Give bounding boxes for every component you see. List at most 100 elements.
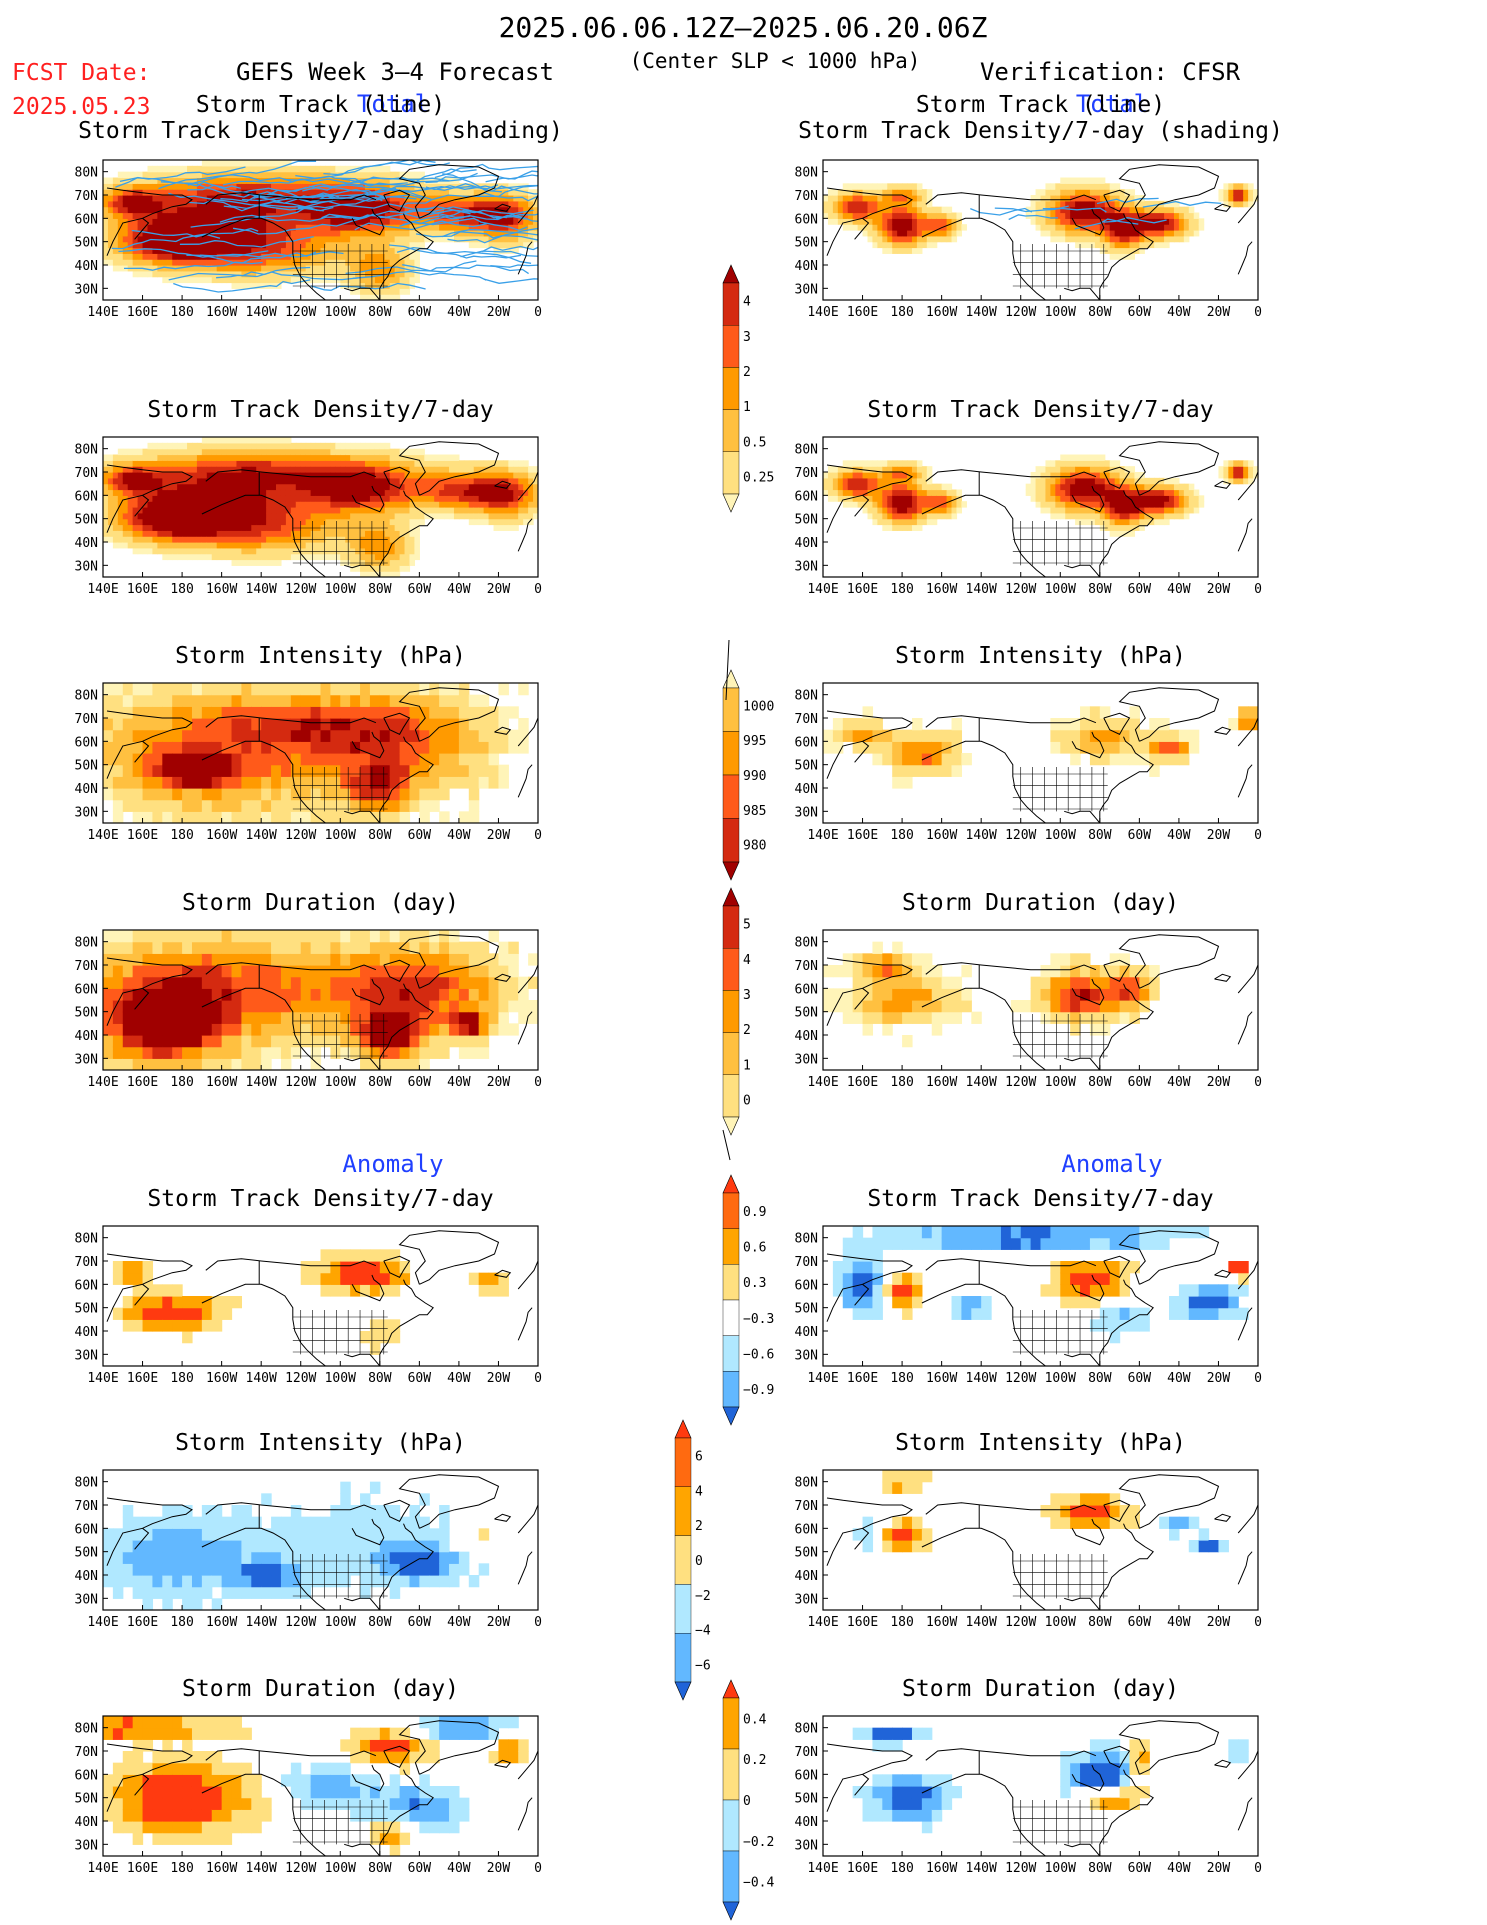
field-cell (187, 553, 193, 561)
field-cell (1173, 483, 1180, 491)
field-cell (162, 507, 168, 514)
field-cell (1178, 224, 1185, 231)
field-cell (449, 460, 455, 467)
field-cell (241, 218, 247, 225)
field-cell (1139, 489, 1145, 496)
field-cell (103, 230, 109, 237)
field-cell (206, 276, 213, 284)
field-cell (305, 483, 312, 491)
field-cell (478, 483, 485, 491)
field-cell (246, 448, 252, 456)
field-cell (1089, 200, 1096, 208)
field-cell (1099, 489, 1106, 496)
field-cell (384, 530, 391, 537)
field-cell (842, 477, 849, 485)
field-cell (1060, 483, 1066, 491)
field-cell (1253, 466, 1258, 473)
field-cell (241, 729, 252, 742)
field-cell (350, 218, 356, 225)
field-cell (1178, 495, 1185, 502)
field-cell (1030, 195, 1037, 202)
field-cell (350, 811, 361, 823)
field-cell (483, 206, 490, 214)
field-cell (449, 189, 455, 196)
field-cell (1188, 206, 1195, 214)
field-cell (369, 241, 376, 249)
field-cell (1099, 477, 1106, 485)
lon-tick-label: 140W (246, 305, 277, 320)
field-cell (142, 495, 149, 502)
field-cell (221, 171, 228, 179)
field-cell (463, 230, 470, 237)
field-cell (340, 183, 346, 190)
field-cell (1124, 466, 1131, 473)
field-cell (493, 183, 500, 190)
field-cell (236, 472, 243, 479)
field-cell (877, 230, 883, 237)
field-cell (320, 706, 331, 719)
field-cell (1070, 195, 1076, 202)
field-cell (444, 189, 450, 196)
field-cell (132, 195, 139, 202)
field-cell (157, 165, 163, 173)
field-cell (103, 489, 109, 496)
field-cell (424, 466, 430, 473)
field-cell (439, 195, 445, 202)
field-cell (300, 776, 312, 789)
field-cell (216, 460, 223, 467)
field-cell (117, 200, 124, 208)
field-cell (533, 483, 538, 491)
field-cell (1129, 507, 1136, 514)
field-cell (280, 718, 292, 731)
field-cell (201, 189, 208, 196)
field-cell (1188, 501, 1195, 508)
field-cell (414, 448, 420, 456)
field-cell (513, 235, 519, 243)
field-cell (187, 442, 193, 450)
field-cell (867, 235, 874, 243)
field-cell (157, 235, 163, 243)
field-cell (1030, 206, 1037, 214)
field-cell (285, 247, 292, 254)
field-cell (458, 224, 465, 231)
field-cell (241, 454, 247, 461)
field-cell (364, 206, 371, 214)
field-cell (137, 454, 144, 461)
panel-title: Storm Intensity (hPa) (175, 643, 466, 669)
field-cell (261, 460, 267, 467)
field-cell (483, 518, 490, 526)
field-cell (1114, 466, 1121, 473)
field-cell (1030, 483, 1037, 491)
field-cell (112, 241, 119, 249)
field-cell (439, 495, 445, 502)
field-cell (444, 512, 450, 520)
field-cell (1183, 483, 1190, 491)
field-cell (201, 741, 213, 754)
field-cell (325, 542, 331, 549)
field-cell (409, 477, 416, 485)
field-cell (1075, 183, 1081, 190)
field-cell (429, 183, 435, 190)
field-cell (152, 694, 163, 707)
field-cell (196, 200, 203, 208)
field-cell (325, 177, 331, 184)
field-cell (1080, 177, 1086, 184)
field-cell (271, 218, 277, 225)
field-cell (132, 183, 139, 190)
field-cell (261, 212, 267, 219)
field-cell (236, 235, 243, 243)
field-cell (897, 466, 903, 473)
field-cell (409, 206, 416, 214)
field-cell (142, 753, 154, 766)
field-cell (271, 694, 282, 707)
field-cell (236, 542, 243, 549)
map-frame (102, 159, 539, 301)
field-cell (191, 553, 198, 561)
field-cell (360, 460, 366, 467)
field-cell (911, 495, 918, 502)
lon-tick-label: 160E (127, 582, 158, 597)
field-cell (127, 466, 134, 473)
field-cell (439, 472, 445, 479)
coastline (1071, 485, 1105, 513)
field-cell (162, 218, 168, 225)
